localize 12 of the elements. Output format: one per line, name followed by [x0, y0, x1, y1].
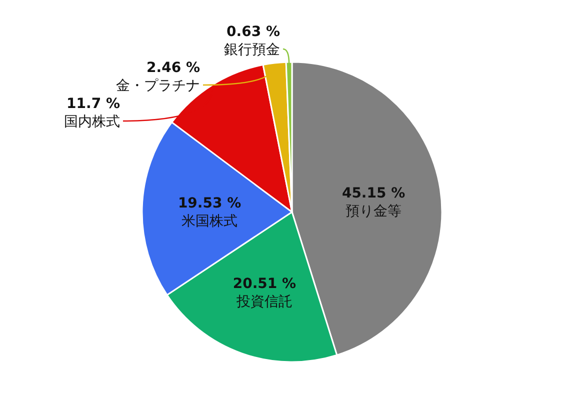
- slice-label: 投資信託: [235, 294, 292, 310]
- slice-label: 国内株式: [64, 114, 120, 130]
- slice-label: 銀行預金: [224, 42, 280, 58]
- data-label: 19.53 %: [178, 196, 242, 212]
- data-label: 11.7 %: [66, 96, 120, 112]
- slice-label: 金・プラチナ: [116, 78, 200, 94]
- data-label: 20.51 %: [232, 276, 296, 292]
- data-label: 45.15 %: [342, 186, 406, 202]
- data-label: 2.46 %: [146, 60, 200, 76]
- slice-label: 米国株式: [182, 214, 238, 230]
- slice-label: 預り金等: [346, 204, 402, 220]
- data-label: 0.63 %: [226, 24, 280, 40]
